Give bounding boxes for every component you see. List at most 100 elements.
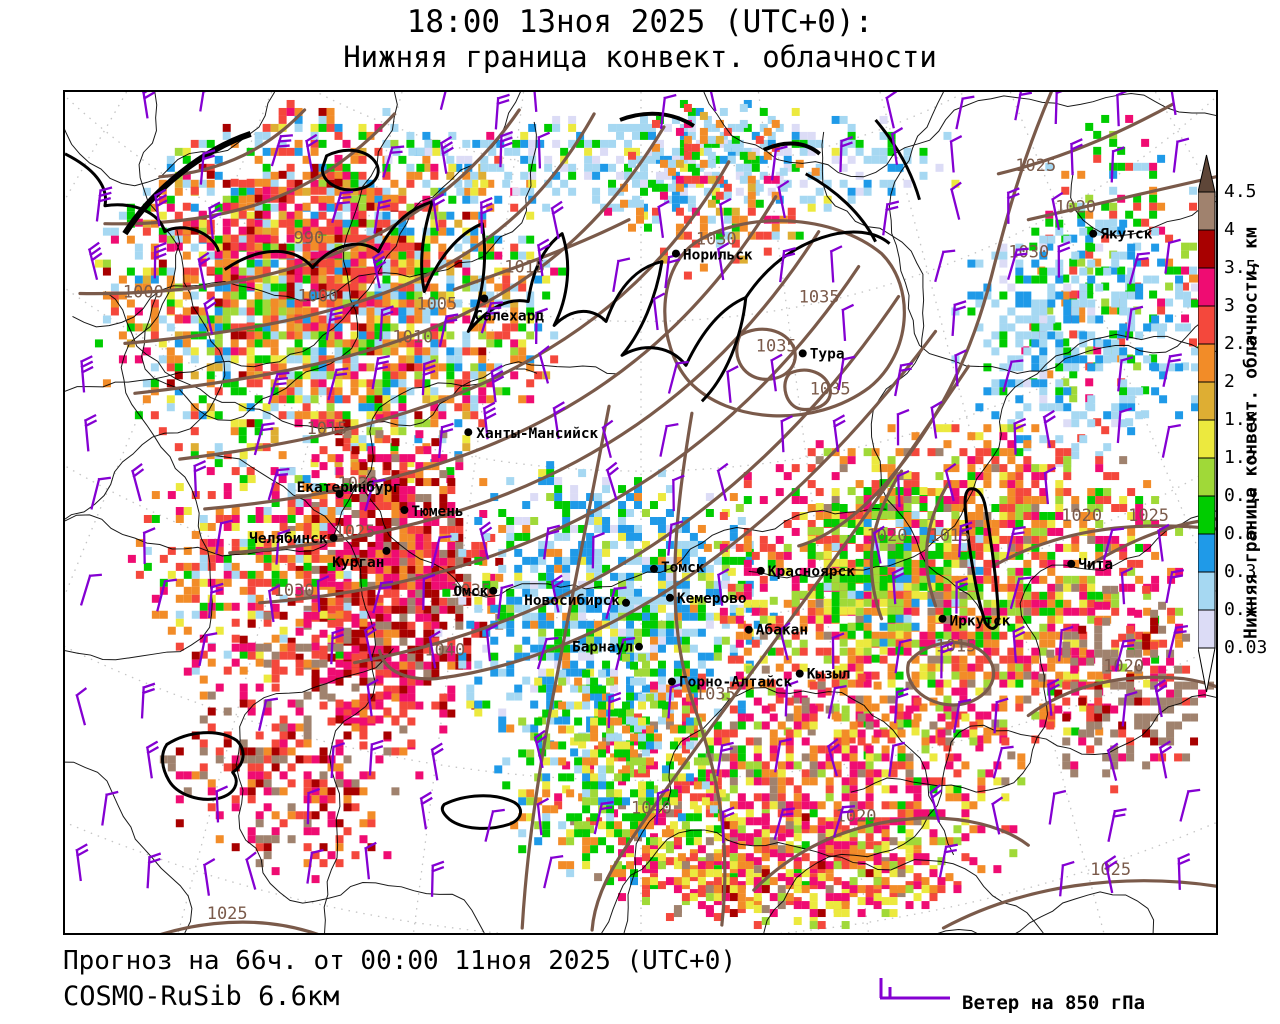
- wind-barb: [832, 805, 856, 838]
- isobar-label: 1015: [307, 418, 348, 438]
- wind-barb: [667, 520, 684, 556]
- wind-barb: [591, 531, 605, 569]
- wind-barb: [954, 349, 967, 387]
- wind-barb: [605, 586, 627, 620]
- wind-barb: [1006, 187, 1020, 224]
- wind-barb: [605, 461, 619, 501]
- wind-barb: [480, 301, 503, 334]
- wind-barb: [1009, 576, 1032, 610]
- wind-barb: [199, 149, 216, 185]
- admin-borders-group: [65, 92, 1216, 933]
- isobar-label: 1035: [756, 335, 797, 355]
- wind-barb: [607, 691, 622, 729]
- colorbar: 4.5 4 3.5 3 2.5 2 1.5 1.2 0.9 0.6 0.3 0.1 0.03: [1197, 153, 1268, 715]
- colorbar-tick: 1.2: [1224, 447, 1257, 468]
- isobar-label: 1030: [274, 580, 315, 600]
- isobar-label: 1025: [1090, 859, 1131, 879]
- wind-barb: [306, 848, 324, 884]
- map-title-parameter: Нижняя граница конвект. облачности: [343, 40, 937, 74]
- city-dot: [400, 506, 409, 514]
- wind-barb: [991, 796, 1004, 835]
- wind-barb: [267, 584, 281, 623]
- wind-barb: [421, 359, 437, 396]
- wind-barb: [479, 196, 493, 234]
- wind-barb: [614, 637, 636, 671]
- isobar-label: 1030: [1008, 242, 1049, 262]
- wind-barb: [430, 860, 445, 897]
- wind-barb: [930, 400, 943, 439]
- city-dot: [1089, 229, 1098, 238]
- cloud-mosaic: [94, 99, 1215, 930]
- city-label: Омск: [453, 584, 488, 600]
- wind-barb: [215, 519, 233, 555]
- wind-barb: [716, 568, 730, 606]
- wind-barb: [79, 573, 102, 606]
- city-label: Барнаул: [572, 640, 633, 656]
- city-dot: [635, 642, 643, 651]
- wind-barb: [153, 241, 167, 279]
- wind-barb: [1125, 305, 1144, 341]
- colorbar-tick: 3: [1224, 295, 1235, 316]
- wind-barb: [667, 682, 683, 719]
- isobar-label: 1040: [631, 797, 672, 817]
- wind-barb: [364, 841, 377, 880]
- wind-barb: [1107, 808, 1127, 842]
- wind-barb: [497, 583, 514, 619]
- wind-barb: [934, 249, 956, 283]
- colorbar-segment: [1197, 305, 1216, 345]
- wind-barb: [655, 788, 670, 825]
- wind-barb: [1164, 238, 1181, 274]
- isobar-label: 1005: [416, 293, 457, 313]
- wind-barb: [952, 698, 972, 734]
- wind-barb: [552, 401, 566, 440]
- wind-barb: [142, 527, 156, 564]
- map-canvas: 990 1000 1000 1005 1010 1015 1015 1020 1025 1030 1…: [65, 92, 1216, 933]
- isobar-label: 1020: [1103, 656, 1144, 676]
- wind-barb: [944, 462, 957, 502]
- wind-barb: [215, 785, 229, 823]
- wind-barb: [257, 697, 279, 732]
- wind-barb: [1058, 625, 1074, 662]
- wind-barb: [992, 745, 1014, 779]
- colorbar-segment: [1197, 267, 1216, 307]
- wind-barb: [153, 188, 168, 227]
- wind-barb: [839, 135, 854, 173]
- colorbar-segment: [1197, 457, 1216, 497]
- wind-barb: [90, 476, 112, 510]
- colorbar-segment: [1197, 191, 1216, 231]
- wind-barb: [709, 92, 717, 112]
- isobar-label: 1000: [123, 282, 164, 302]
- wind-barb: [774, 737, 793, 773]
- wind-barb: [437, 422, 454, 459]
- city-dot: [1067, 559, 1076, 568]
- city-label: Тюмень: [411, 504, 463, 520]
- wind-barb: [1179, 788, 1201, 822]
- wind-barb: [841, 303, 855, 342]
- wind-barb: [490, 364, 505, 403]
- wind-barb: [101, 790, 119, 826]
- wind-barb: [537, 131, 551, 169]
- wind-barb: [533, 92, 538, 112]
- wind-barb: [1043, 466, 1057, 505]
- wind-barb: [478, 521, 493, 560]
- colorbar-segment: [1197, 229, 1216, 269]
- colorbar-tick: 0.6: [1224, 523, 1257, 544]
- wind-barb: [1048, 789, 1067, 825]
- isobar-label: 1020: [836, 805, 877, 825]
- wind-barb: [197, 251, 211, 290]
- wind-barb: [667, 360, 689, 394]
- city-label: Салехард: [474, 308, 544, 324]
- wind-barb: [872, 525, 885, 564]
- city-dot: [649, 564, 658, 573]
- wind-barb: [1104, 855, 1118, 894]
- wind-barb: [1102, 527, 1125, 561]
- wind-barb: [533, 729, 547, 769]
- wind-barb: [929, 784, 943, 823]
- city-dot: [480, 294, 489, 303]
- forecast-lead-info: Прогноз на 66ч. от 00:00 11ноя 2025 (UTC…: [63, 946, 737, 976]
- colorbar-tick: 2: [1224, 371, 1235, 392]
- wind-barb: [1069, 138, 1083, 176]
- wind-barb: [1121, 690, 1138, 727]
- wind-barb: [267, 467, 290, 501]
- wind-barb: [1007, 247, 1029, 280]
